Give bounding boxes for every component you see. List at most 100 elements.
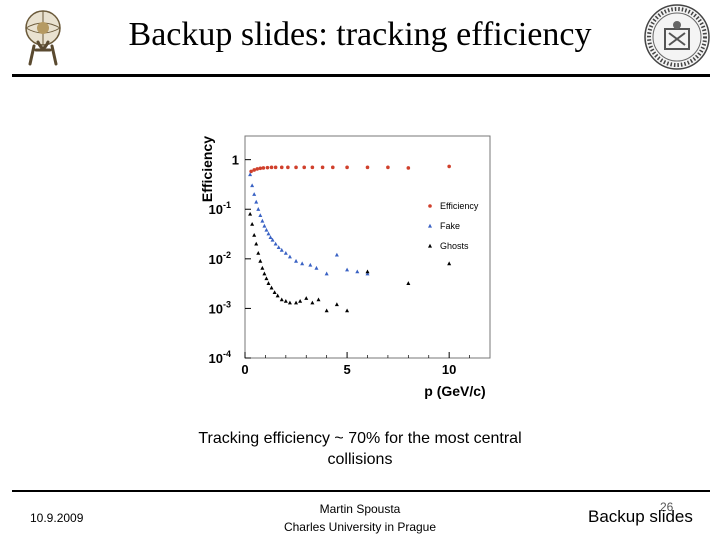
point-efficiency bbox=[252, 168, 256, 172]
point-ghosts bbox=[298, 298, 303, 303]
point-ghosts bbox=[266, 281, 271, 285]
y-tick-exponent: -1 bbox=[223, 200, 231, 210]
footer-author: Martin Spousta bbox=[319, 502, 401, 516]
point-ghosts bbox=[294, 300, 299, 305]
point-ghosts bbox=[447, 261, 452, 266]
footer-rule bbox=[12, 490, 710, 492]
point-efficiency bbox=[330, 165, 335, 170]
point-efficiency bbox=[365, 165, 370, 170]
point-fake bbox=[268, 235, 273, 240]
point-fake bbox=[254, 199, 259, 204]
point-efficiency bbox=[269, 165, 274, 170]
point-efficiency bbox=[294, 165, 298, 170]
point-efficiency bbox=[406, 166, 411, 170]
point-fake bbox=[355, 269, 360, 274]
point-fake bbox=[248, 172, 253, 177]
legend-marker-efficiency bbox=[428, 204, 432, 208]
point-fake bbox=[308, 262, 313, 267]
y-tick-label: 10-4 bbox=[209, 349, 231, 366]
point-fake bbox=[294, 258, 299, 263]
slide-title: Backup slides: tracking efficiency bbox=[128, 16, 592, 53]
tracking-efficiency-chart: 110-110-210-310-40 5 10p (GeV/c)Efficiency… bbox=[199, 135, 491, 399]
legend-label-fake: Fake bbox=[440, 221, 460, 231]
legend-label-efficiency: Efficiency bbox=[440, 201, 479, 211]
footer-date: 10.9.2009 bbox=[30, 511, 84, 525]
point-efficiency bbox=[258, 166, 263, 171]
point-ghosts bbox=[279, 297, 284, 302]
point-efficiency bbox=[310, 165, 315, 170]
caption-line-1: Tracking efficiency ~ 70% for the most c… bbox=[198, 430, 522, 447]
x-tick-label: 10 bbox=[442, 362, 456, 377]
atlas-logo bbox=[25, 10, 61, 66]
point-efficiency bbox=[302, 165, 307, 170]
point-fake bbox=[334, 252, 339, 257]
point-efficiency bbox=[447, 164, 451, 169]
y-tick-label: 10-2 bbox=[209, 250, 231, 267]
point-fake bbox=[266, 231, 271, 236]
point-ghosts bbox=[250, 221, 255, 226]
point-fake bbox=[270, 237, 275, 242]
point-fake bbox=[314, 265, 319, 270]
point-fake bbox=[300, 261, 305, 266]
point-ghosts bbox=[283, 298, 288, 303]
y-axis-label: Efficiency bbox=[199, 136, 215, 202]
point-fake bbox=[252, 192, 257, 196]
point-fake bbox=[256, 207, 261, 211]
plot-frame bbox=[244, 135, 491, 359]
slide-caption: Tracking efficiency ~ 70% for the most c… bbox=[140, 428, 580, 470]
point-ghosts bbox=[287, 300, 292, 305]
y-tick-exponent: -4 bbox=[223, 349, 231, 359]
point-ghosts bbox=[334, 302, 339, 307]
point-fake bbox=[283, 250, 288, 255]
caption-line-2: collisions bbox=[327, 451, 393, 468]
legend-marker-ghosts bbox=[428, 243, 432, 248]
point-efficiency bbox=[279, 165, 284, 170]
point-ghosts bbox=[304, 296, 309, 300]
point-fake bbox=[279, 247, 284, 252]
y-tick-label: 1 bbox=[232, 153, 239, 168]
point-ghosts bbox=[248, 211, 253, 216]
point-fake bbox=[287, 254, 292, 259]
point-fake bbox=[258, 213, 263, 218]
point-efficiency bbox=[345, 165, 349, 170]
point-ghosts bbox=[272, 290, 277, 295]
point-efficiency bbox=[386, 165, 390, 170]
point-efficiency bbox=[261, 166, 266, 170]
point-ghosts bbox=[365, 269, 370, 274]
x-tick-label: 0 bbox=[241, 362, 248, 377]
point-ghosts bbox=[316, 297, 321, 302]
point-fake bbox=[365, 271, 370, 276]
point-fake bbox=[345, 267, 350, 272]
y-tick-exponent: -3 bbox=[223, 299, 231, 309]
point-ghosts bbox=[262, 271, 267, 276]
point-efficiency bbox=[320, 165, 325, 170]
point-ghosts bbox=[275, 293, 280, 298]
point-ghosts bbox=[264, 276, 269, 281]
point-efficiency bbox=[273, 165, 278, 170]
y-tick-label: 10-3 bbox=[209, 299, 231, 316]
point-fake bbox=[273, 241, 278, 246]
point-efficiency bbox=[265, 165, 270, 170]
point-fake bbox=[262, 223, 267, 228]
point-efficiency bbox=[286, 165, 290, 170]
point-efficiency bbox=[249, 169, 253, 174]
x-tick-label: 5 bbox=[343, 362, 350, 377]
point-ghosts bbox=[310, 300, 315, 305]
point-ghosts bbox=[324, 308, 329, 313]
point-fake bbox=[324, 271, 329, 276]
point-efficiency bbox=[255, 167, 260, 171]
point-ghosts bbox=[260, 265, 265, 270]
point-ghosts bbox=[345, 308, 350, 313]
point-ghosts bbox=[406, 281, 411, 285]
x-axis-label: p (GeV/c) bbox=[424, 383, 485, 399]
footer-author-block: Martin Spousta Charles University in Pra… bbox=[260, 500, 460, 536]
point-ghosts bbox=[269, 285, 274, 290]
point-ghosts bbox=[256, 250, 261, 255]
legend-label-ghosts: Ghosts bbox=[440, 241, 469, 251]
point-fake bbox=[276, 245, 281, 250]
point-fake bbox=[250, 183, 255, 188]
legend-marker-fake bbox=[428, 223, 432, 228]
page-number: 26 bbox=[660, 500, 674, 514]
y-tick-exponent: -2 bbox=[223, 250, 231, 260]
point-ghosts bbox=[254, 241, 259, 246]
